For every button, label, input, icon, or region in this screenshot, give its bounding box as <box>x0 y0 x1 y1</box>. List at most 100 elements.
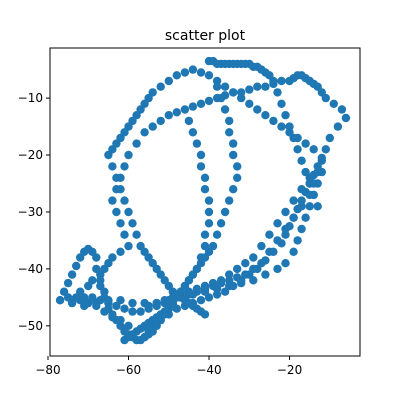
scatter-point <box>67 270 77 279</box>
scatter-point <box>241 270 250 279</box>
y-tick-label: −30 <box>18 205 43 219</box>
scatter-point <box>309 145 318 154</box>
y-axis: −50 −40 −30 −20 −10 <box>18 91 50 333</box>
scatter-point <box>301 213 310 222</box>
scatter-point <box>200 230 210 239</box>
scatter-point <box>196 68 206 77</box>
scatter-point <box>63 278 73 288</box>
scatter-point <box>120 230 129 239</box>
scatter-point <box>72 261 81 271</box>
scatter-point <box>72 293 81 302</box>
scatter-point <box>249 264 258 274</box>
scatter-point <box>192 284 202 293</box>
scatter-point <box>160 296 169 305</box>
scatter-point <box>55 296 65 305</box>
scatter-point <box>297 202 306 211</box>
scatter-point <box>233 273 242 282</box>
scatter-point <box>152 298 161 308</box>
x-tick-label: −60 <box>116 363 141 377</box>
scatter-point <box>164 76 173 86</box>
scatter-point <box>124 150 133 160</box>
scatter-point <box>297 156 306 165</box>
scatter-point <box>229 88 238 97</box>
scatter-point <box>277 99 286 109</box>
y-tick-label: −50 <box>18 319 43 333</box>
scatter-point <box>225 270 234 279</box>
scatter-point <box>116 219 125 228</box>
x-tick-label: −20 <box>277 363 302 377</box>
scatter-point <box>144 301 153 311</box>
scatter-point <box>120 162 129 171</box>
scatter-point <box>241 259 250 268</box>
scatter-point <box>104 150 113 160</box>
scatter-point <box>293 236 302 245</box>
scatter-point <box>112 173 121 182</box>
scatter-point <box>180 68 190 77</box>
scatter-point <box>249 253 258 262</box>
scatter-point <box>220 105 230 114</box>
scatter-point <box>208 278 218 288</box>
scatter-point <box>104 298 113 308</box>
scatter-point <box>204 293 214 302</box>
scatter-point <box>229 185 238 194</box>
scatter-points <box>55 56 351 345</box>
scatter-point <box>76 253 85 262</box>
scatter-point <box>116 247 125 256</box>
scatter-point <box>204 71 214 80</box>
scatter-point <box>305 173 314 182</box>
scatter-point <box>341 113 351 123</box>
scatter-point <box>281 207 290 217</box>
scatter-point <box>265 247 274 256</box>
scatter-point <box>233 264 242 274</box>
scatter-point <box>96 296 105 305</box>
scatter-point <box>237 93 246 103</box>
scatter-point <box>289 133 298 143</box>
scatter-point <box>216 219 226 228</box>
scatter-point <box>225 196 234 205</box>
scatter-point <box>192 139 202 148</box>
scatter-point <box>124 321 133 330</box>
scatter-point <box>229 150 238 160</box>
scatter-point <box>285 122 294 131</box>
scatter-point <box>212 82 222 91</box>
scatter-point <box>200 281 210 291</box>
scatter-point <box>216 276 226 285</box>
scatter-point <box>124 241 133 251</box>
scatter-point <box>297 185 306 194</box>
scatter-point <box>220 207 230 217</box>
scatter-point <box>293 145 302 154</box>
x-tick-label: −40 <box>196 363 221 377</box>
scatter-point <box>289 196 298 205</box>
y-tick-label: −10 <box>18 91 43 105</box>
scatter-point <box>164 111 173 120</box>
scatter-point <box>333 122 343 131</box>
scatter-point <box>269 76 278 86</box>
scatter-point <box>184 116 194 126</box>
scatter-point <box>281 259 290 268</box>
scatter-point <box>305 190 314 200</box>
scatter-point <box>112 207 121 217</box>
scatter-point <box>180 105 190 114</box>
scatter-point <box>120 335 129 345</box>
scatter-point <box>220 287 230 296</box>
scatter-point <box>196 99 206 109</box>
scatter-point <box>229 139 238 148</box>
scatter-point <box>116 315 125 325</box>
scatter-point <box>317 153 326 163</box>
scatter-point <box>132 139 141 148</box>
scatter-point <box>140 333 149 342</box>
scatter-point <box>220 82 230 91</box>
scatter-point <box>273 88 282 97</box>
scatter-point <box>257 241 266 251</box>
scatter-point <box>196 150 206 160</box>
scatter-point <box>196 296 206 305</box>
scatter-point <box>297 224 306 234</box>
scatter-point <box>301 139 310 148</box>
scatter-point <box>204 96 214 106</box>
scatter-point <box>59 287 69 296</box>
scatter-point <box>281 224 290 234</box>
scatter-point <box>136 307 145 316</box>
scatter-point <box>253 105 262 114</box>
scatter-point <box>200 185 210 194</box>
